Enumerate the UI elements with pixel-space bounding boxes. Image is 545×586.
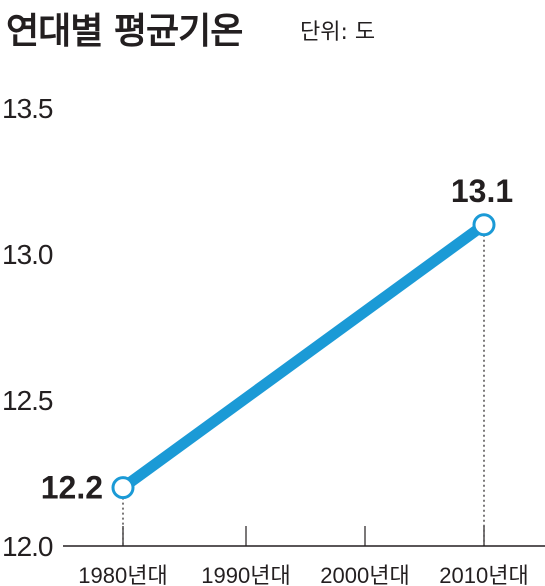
data-label: 12.2 xyxy=(41,470,103,506)
y-tick-label: 12.0 xyxy=(2,531,53,562)
x-tick-label: 1980년대 xyxy=(78,563,167,586)
y-tick-label: 13.0 xyxy=(2,239,53,270)
data-point xyxy=(111,476,135,500)
data-point xyxy=(472,213,496,237)
chart-title: 연대별 평균기온 xyxy=(6,11,243,52)
x-tick-label: 2010년대 xyxy=(439,563,528,586)
unit-label: 단위: 도 xyxy=(300,20,376,45)
series-line xyxy=(117,219,490,494)
y-tick-label: 13.5 xyxy=(2,93,53,124)
x-tick-label: 2000년대 xyxy=(320,563,409,586)
x-tick-label: 1990년대 xyxy=(201,563,290,586)
y-tick-label: 12.5 xyxy=(2,385,53,416)
data-label: 13.1 xyxy=(451,173,513,209)
